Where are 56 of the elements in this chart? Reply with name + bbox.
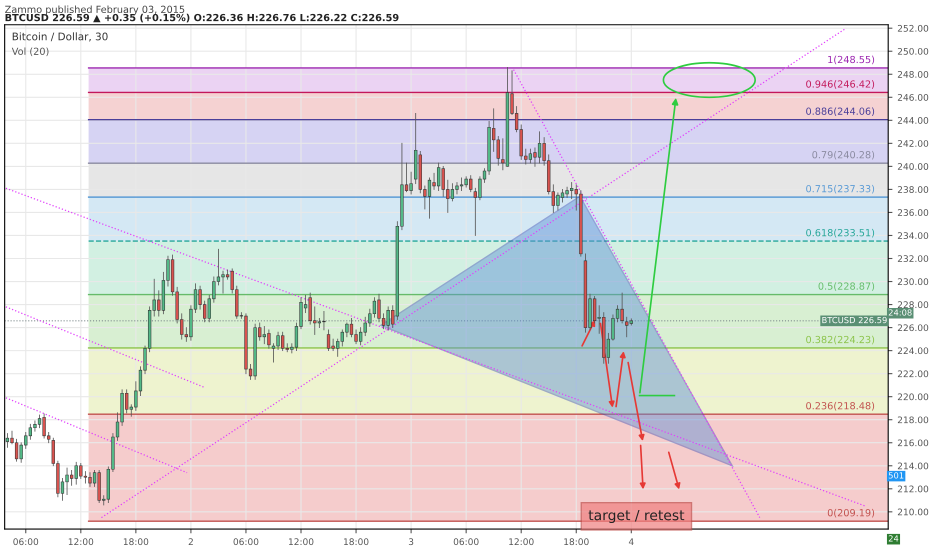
y-tick-label: 224.00 bbox=[898, 347, 928, 354]
x-tick-label: 18:00 bbox=[564, 538, 589, 546]
y-tick-label: 242.00 bbox=[898, 140, 928, 147]
candlestick bbox=[409, 172, 413, 194]
y-tick-label: 232.00 bbox=[898, 255, 928, 262]
annotation: Vol (20) bbox=[12, 47, 48, 56]
y-tick-label: 238.00 bbox=[898, 186, 928, 193]
text: Zammo published February 03, 2015 bbox=[5, 6, 184, 15]
ref-line-label: 0.382(224.23) bbox=[806, 336, 874, 344]
x-tick-label: 06:00 bbox=[454, 538, 479, 546]
candlestick bbox=[620, 292, 624, 324]
y-tick-label: 230.00 bbox=[898, 278, 928, 286]
ref-line-label: 0.236(218.48) bbox=[806, 402, 874, 411]
x-tick-label: 06:00 bbox=[13, 538, 38, 546]
ref-line-label: 0.886(244.06) bbox=[806, 107, 874, 116]
ref-line-label: 0(209.19) bbox=[828, 508, 874, 518]
y-tick-label: 240.00 bbox=[898, 163, 928, 170]
y-tick-label: 228.00 bbox=[898, 301, 928, 308]
ref-line-label: 0.5(228.87) bbox=[818, 282, 874, 291]
ref-line-label: 1(248.55) bbox=[828, 56, 874, 64]
text: 501 bbox=[888, 472, 904, 479]
y-tick-label: 246.00 bbox=[898, 94, 928, 101]
y-tick-label: 244.00 bbox=[898, 117, 928, 124]
ref-line-label: 0.618(233.51) bbox=[806, 228, 874, 238]
x-tick-label: 4 bbox=[628, 538, 634, 545]
ref-line-label: BTCUSD 226.59 bbox=[822, 316, 887, 324]
y-tick-label: 236.00 bbox=[898, 209, 928, 216]
y-tick-label: 234.00 bbox=[898, 232, 928, 240]
y-tick-label: 220.00 bbox=[898, 393, 928, 400]
text: 24 bbox=[888, 535, 898, 542]
y-tick-label: 210.00 bbox=[898, 508, 928, 516]
y-tick-label: 222.00 bbox=[898, 370, 928, 378]
x-tick-label: 12:00 bbox=[68, 538, 94, 546]
ref-line-label: 0.79(240.28) bbox=[812, 150, 874, 160]
y-tick-label: 212.00 bbox=[898, 486, 928, 492]
y-tick-label: 252.00 bbox=[898, 24, 928, 32]
y-tick-label: 248.00 bbox=[898, 70, 928, 78]
x-tick-label: 12:00 bbox=[288, 538, 314, 546]
x-tick-label: 18:00 bbox=[124, 538, 148, 546]
y-tick-label: 218.00 bbox=[898, 416, 928, 424]
text: 24:08 bbox=[888, 309, 912, 316]
x-tick-label: 3 bbox=[408, 538, 414, 546]
x-tick-label: 2 bbox=[188, 538, 193, 545]
x-tick-label: 18:00 bbox=[344, 538, 368, 546]
candlestick bbox=[6, 433, 10, 448]
y-tick-label: 250.00 bbox=[898, 48, 928, 55]
annotation: target / retest bbox=[588, 510, 684, 524]
y-tick-label: 214.00 bbox=[898, 462, 928, 470]
ref-line-label: 0.715(237.33) bbox=[806, 184, 874, 194]
ref-line-label: 0.946(246.42) bbox=[806, 80, 874, 89]
x-tick-label: 12:00 bbox=[509, 538, 534, 546]
text: Bitcoin / Dollar, 30 bbox=[12, 32, 108, 42]
y-tick-label: 216.00 bbox=[898, 439, 928, 446]
chart-subtitle: BTCUSD 226.59 ▲ +0.35 (+0.15%) O:226.36 H:226.76 L:226.22 C:226.59 bbox=[6, 14, 398, 22]
y-tick-label: 226.00 bbox=[898, 324, 928, 332]
x-tick-label: 06:00 bbox=[234, 538, 258, 546]
